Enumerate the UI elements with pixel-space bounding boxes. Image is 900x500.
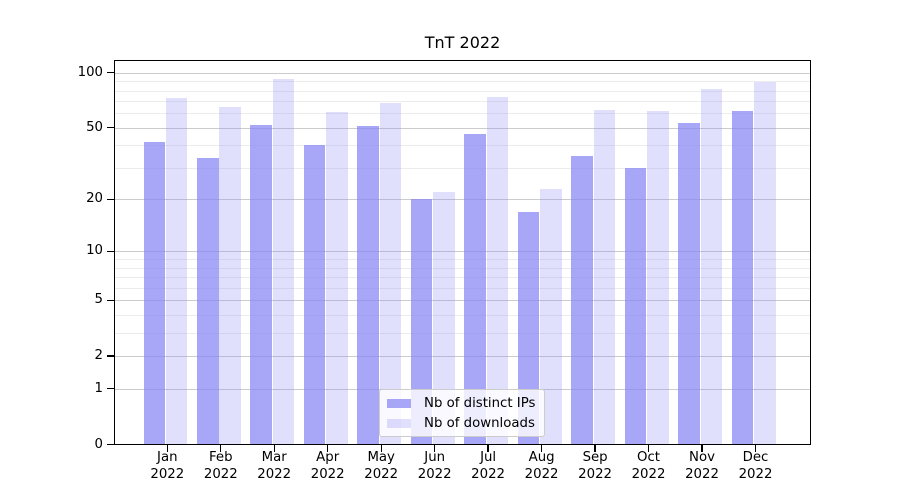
y-tick-label: 50: [86, 119, 103, 135]
minor-gridline: [115, 81, 810, 83]
major-gridline: [115, 199, 810, 201]
x-tick: [327, 445, 329, 452]
legend-row: Nb of distinct IPs: [380, 394, 544, 412]
bar-downloads-may: [379, 103, 402, 444]
x-tick: [220, 445, 222, 452]
bar-distinct-ips-nov: [678, 123, 700, 444]
x-tick: [487, 445, 489, 452]
minor-gridline: [115, 167, 810, 169]
bar-downloads-feb: [219, 107, 241, 444]
bar-distinct-ips-mar: [250, 124, 272, 444]
bar-distinct-ips-sep: [571, 155, 593, 444]
minor-gridline: [115, 90, 810, 92]
x-tick-label: Jan 2022: [150, 450, 185, 482]
y-tick: [107, 443, 115, 446]
bar-distinct-ips-jul: [464, 134, 486, 444]
major-gridline: [115, 356, 810, 357]
y-tick-label: 0: [94, 436, 103, 452]
bar-downloads-mar: [272, 78, 295, 444]
y-tick: [107, 72, 115, 74]
minor-gridline: [115, 259, 810, 260]
y-tick: [107, 388, 115, 390]
minor-gridline: [115, 101, 810, 103]
y-tick-label: 100: [77, 64, 103, 80]
bar-distinct-ips-oct: [624, 167, 647, 444]
bar-downloads-sep: [593, 109, 616, 444]
bar-distinct-ips-jun: [410, 199, 433, 444]
minor-gridline: [115, 267, 810, 269]
y-tick: [107, 355, 115, 357]
legend-label: Nb of distinct IPs: [424, 395, 536, 411]
y-tick-label: 1: [94, 380, 103, 396]
major-gridline: [115, 300, 810, 302]
bar-distinct-ips-dec: [731, 110, 754, 444]
x-tick-label: Sep 2022: [578, 450, 613, 482]
major-gridline: [115, 72, 810, 74]
legend-row: Nb of downloads: [380, 414, 544, 432]
bar-downloads-aug: [540, 188, 562, 444]
x-tick: [166, 445, 168, 452]
y-tick: [107, 127, 115, 129]
bar-downloads-jun: [433, 191, 455, 444]
x-tick-label: Apr 2022: [310, 450, 345, 482]
legend-swatch-distinct-ips: [387, 398, 411, 408]
x-tick: [594, 445, 596, 452]
legend: Nb of distinct IPs Nb of downloads: [379, 389, 545, 437]
x-tick: [434, 445, 436, 452]
minor-gridline: [115, 277, 810, 278]
y-tick-label: 10: [86, 243, 103, 259]
x-tick-label: Jun 2022: [417, 450, 452, 482]
x-tick: [380, 445, 382, 452]
bar-downloads-oct: [647, 110, 669, 444]
y-tick-label: 2: [94, 348, 103, 363]
x-tick-label: Mar 2022: [257, 450, 292, 482]
x-tick: [273, 445, 275, 452]
bar-distinct-ips-feb: [197, 158, 219, 444]
minor-gridline: [115, 314, 810, 316]
bar-distinct-ips-apr: [303, 145, 326, 444]
x-tick-label: Oct 2022: [631, 450, 666, 482]
x-tick: [540, 445, 543, 452]
minor-gridline: [115, 113, 810, 115]
bar-downloads-nov: [700, 88, 723, 444]
x-tick: [754, 445, 757, 452]
y-tick: [107, 299, 115, 301]
x-tick: [701, 445, 703, 452]
major-gridline: [115, 127, 810, 129]
bar-downloads-apr: [326, 112, 348, 444]
y-tick: [107, 250, 115, 252]
minor-gridline: [115, 287, 810, 289]
x-tick-label: Jul 2022: [471, 450, 506, 482]
major-gridline: [115, 251, 810, 253]
bar-downloads-jan: [165, 97, 188, 444]
bar-downloads-dec: [754, 82, 776, 444]
chart-title: TnT 2022: [424, 33, 501, 52]
x-tick-label: Feb 2022: [203, 450, 238, 482]
minor-gridline: [115, 145, 810, 147]
x-tick-label: May 2022: [364, 450, 399, 482]
y-tick-label: 20: [86, 191, 103, 207]
bar-distinct-ips-aug: [517, 211, 540, 444]
y-tick-label: 5: [94, 292, 103, 308]
x-tick-label: Nov 2022: [685, 450, 719, 482]
bar-distinct-ips-may: [357, 126, 379, 444]
legend-swatch-downloads: [387, 418, 411, 428]
y-tick: [107, 198, 115, 200]
plot-area: [114, 60, 811, 445]
legend-label: Nb of downloads: [424, 415, 535, 431]
bar-distinct-ips-jan: [143, 141, 166, 444]
x-tick: [647, 445, 650, 452]
bar-downloads-jul: [486, 96, 509, 444]
x-tick-label: Aug 2022: [524, 450, 559, 482]
minor-gridline: [115, 332, 810, 334]
x-tick-label: Dec 2022: [738, 450, 773, 482]
